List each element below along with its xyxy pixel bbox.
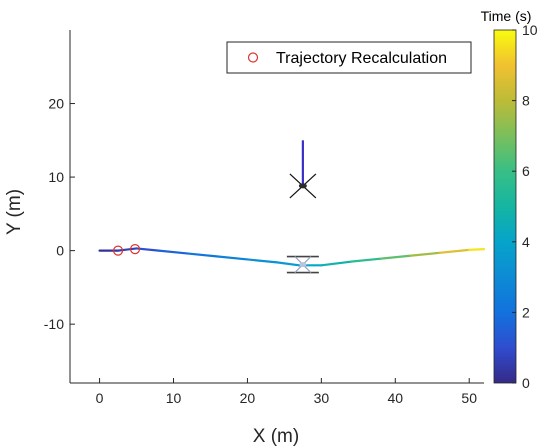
colorbar-tick-label: 0 [522,375,530,391]
y-axis-label: Y (m) [4,189,25,235]
x-tick-label: 30 [314,390,330,406]
colorbar-title: Time (s) [481,8,532,24]
trajectory-segment [216,255,249,261]
x-tick-label: 10 [166,390,182,406]
x-tick-label: 50 [461,390,477,406]
y-tick-label: 20 [48,96,64,112]
colorbar-tick-label: 6 [522,163,530,179]
colorbar-tick-label: 2 [522,304,530,320]
legend-box [226,41,472,74]
legend: Trajectory Recalculation [226,41,472,74]
trajectory-segment [135,247,160,252]
colorbar-tick-label: 8 [522,93,530,109]
y-tick-label: 10 [48,169,64,185]
drone-cross-marker [289,173,317,199]
trajectory-segment [157,249,190,255]
axes [69,30,484,384]
trajectory-segment [468,248,486,251]
y-tick-label: 0 [56,243,64,259]
trajectory-segment [320,260,353,267]
plot-marks [98,140,486,274]
trajectory-segment [349,257,382,263]
colorbar-tick-label: 10 [522,22,538,38]
x-tick-label: 0 [96,390,104,406]
drone-body [299,262,307,268]
trajectory-segment [246,258,279,264]
legend-entry-label: Trajectory Recalculation [276,50,447,67]
recalculation-point [129,244,141,255]
x-tick-label: 40 [387,390,403,406]
colorbar-gradient [493,29,517,384]
trajectory-segment [187,252,219,258]
y-tick-label: -10 [44,316,64,332]
trajectory-segment [275,261,301,267]
trajectory-segment [116,247,138,252]
cross-body [298,183,307,189]
x-tick-label: 20 [240,390,256,406]
colorbar-tick-label: 4 [522,234,530,250]
tick-labels: 0 10 20 30 40 50 -10 0 10 20 [44,96,477,406]
trajectory-segment [438,248,471,254]
recalculation-point [112,245,124,256]
colorbar: Time (s) 0 2 4 6 8 10 [481,8,538,391]
legend-circle-marker [247,52,259,63]
trajectory-segment [408,251,441,257]
drone-marker [286,255,319,274]
x-axis-label: X (m) [253,426,299,447]
trajectory-segment [379,254,412,260]
colorbar-ticks: 0 2 4 6 8 10 [512,22,538,391]
